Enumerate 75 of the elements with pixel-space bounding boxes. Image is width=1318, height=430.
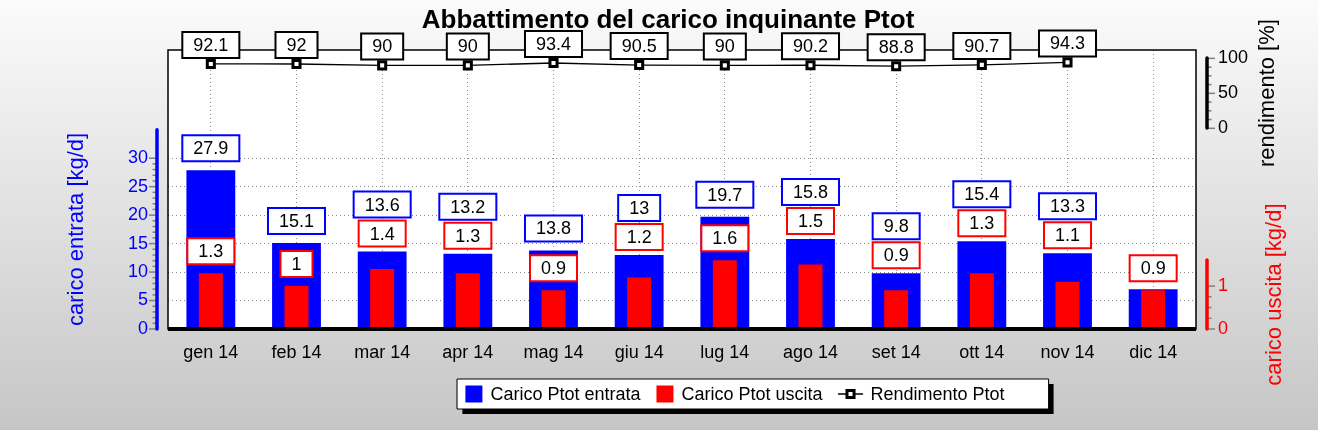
y-axis-title: carico entrata [kg/d] (63, 132, 89, 327)
x-tick-label: nov 14 (1040, 341, 1095, 362)
bar (627, 277, 652, 329)
y2-axis-title: carico uscita [kg/d] (1261, 203, 1287, 386)
data-label: 15.8 (792, 182, 829, 203)
data-label: 0.9 (1140, 258, 1166, 279)
data-label: 88.8 (878, 37, 914, 58)
data-label: 1.4 (369, 223, 395, 244)
data-label: 19.7 (707, 184, 743, 205)
data-label: 90.7 (964, 35, 1000, 56)
legend-label: Rendimento Ptot (870, 383, 1005, 404)
y2-tick-label: 0 (1218, 317, 1229, 338)
bar (541, 290, 566, 329)
x-tick-label: gen 14 (183, 341, 239, 362)
x-tick-label: giu 14 (614, 341, 664, 362)
data-label: 9.8 (883, 216, 909, 237)
data-label: 90.5 (621, 36, 657, 56)
y3-tick-label: 0 (1218, 117, 1229, 138)
y3-tick-label: 50 (1218, 82, 1239, 103)
y-tick-label: 25 (127, 175, 148, 196)
y-tick-label: 30 (127, 147, 148, 168)
y3-axis-title: rendimento [%] (1254, 19, 1280, 168)
y2-tick-label: 1 (1218, 275, 1229, 296)
y-tick-label: 20 (127, 204, 148, 225)
bar (969, 273, 994, 329)
x-tick-label: apr 14 (442, 341, 494, 362)
data-label: 1.3 (455, 225, 481, 246)
legend-label: Carico Ptot entrata (490, 383, 642, 404)
x-tick-label: lug 14 (700, 341, 750, 362)
data-label: 27.9 (193, 138, 229, 159)
data-label: 1.3 (969, 213, 995, 234)
data-label: 1.6 (712, 228, 738, 249)
x-tick-label: mag 14 (523, 341, 584, 362)
data-label: 90 (714, 36, 735, 57)
data-label: 0.9 (540, 258, 567, 279)
data-label: 15.4 (964, 184, 1000, 205)
x-tick-label: ott 14 (959, 341, 1005, 362)
bar (798, 264, 823, 329)
bar (1055, 281, 1080, 329)
data-label: 13.3 (1049, 196, 1086, 217)
data-label: 90 (457, 36, 478, 57)
data-label: 13 (629, 197, 650, 218)
chart-title: Abbattimento del carico inquinante Ptot (421, 4, 915, 34)
data-label: 90 (372, 36, 393, 57)
data-label: 0.9 (883, 245, 909, 266)
bar (455, 273, 480, 329)
bar (284, 286, 309, 329)
data-label: 1.1 (1054, 225, 1081, 246)
data-label: 1.2 (626, 226, 652, 247)
legend-label: Carico Ptot uscita (681, 383, 824, 404)
data-label: 13.8 (535, 218, 572, 239)
x-tick-label: dic 14 (1129, 341, 1178, 362)
x-tick-label: ago 14 (782, 341, 839, 362)
y-tick-label: 5 (137, 289, 148, 310)
bar (884, 290, 909, 329)
data-label: 92.1 (193, 34, 229, 55)
x-tick-label: feb 14 (271, 341, 322, 362)
data-label: 13.6 (364, 194, 400, 215)
x-tick-label: set 14 (871, 341, 921, 362)
data-label: 93.4 (535, 33, 572, 54)
y-tick-label: 0 (137, 317, 148, 338)
y3-tick-label: 100 (1218, 47, 1249, 68)
bar (712, 260, 737, 329)
x-tick-label: mar 14 (354, 341, 411, 362)
data-label: 1.3 (198, 241, 224, 262)
data-label: 13.2 (450, 196, 486, 217)
data-label: 15.1 (278, 210, 315, 231)
data-label: 90.2 (792, 36, 829, 57)
data-label: 1.5 (797, 211, 824, 232)
y-tick-label: 15 (127, 232, 148, 253)
bar (198, 273, 223, 329)
y-tick-label: 10 (127, 261, 148, 282)
data-label: 94.3 (1049, 33, 1086, 54)
data-label: 1 (291, 254, 302, 275)
data-label: 92 (286, 34, 307, 55)
